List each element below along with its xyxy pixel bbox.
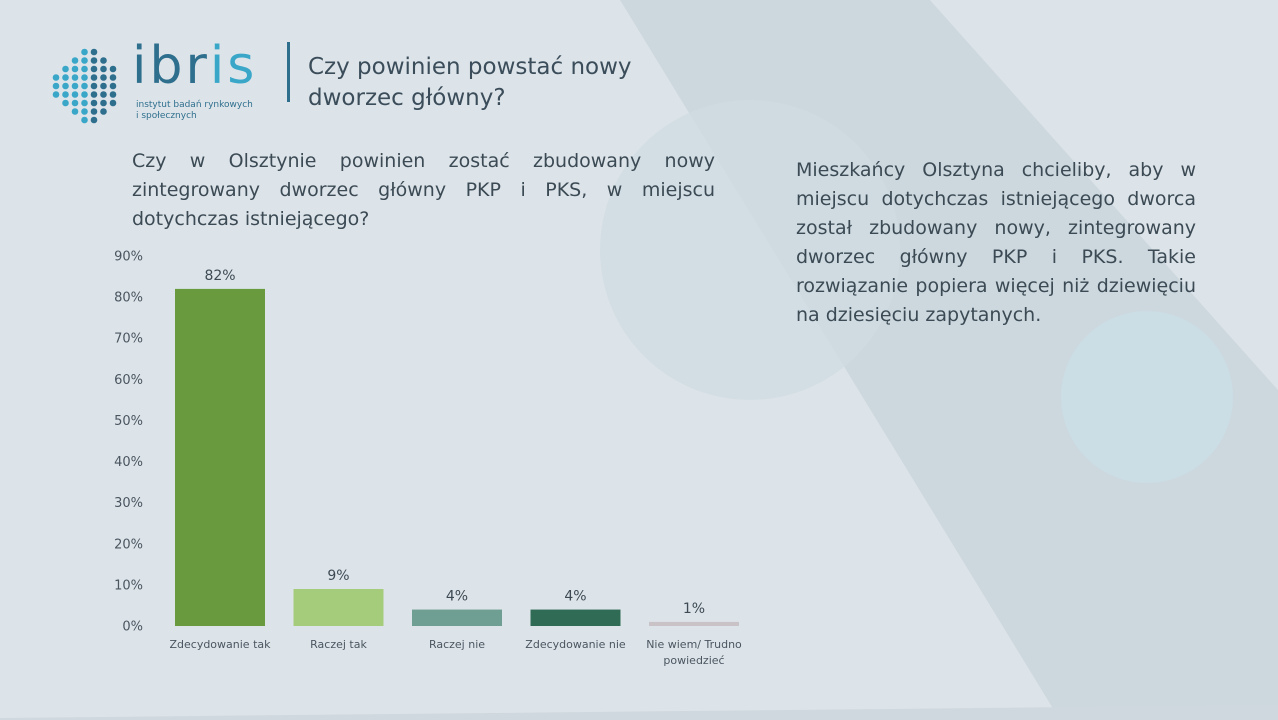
category-label: Nie wiem/ Trudno bbox=[646, 638, 742, 651]
data-label: 4% bbox=[564, 589, 586, 605]
category-label: powiedzieć bbox=[663, 654, 724, 667]
y-tick-label: 30% bbox=[114, 496, 143, 511]
bar bbox=[175, 288, 265, 626]
bar bbox=[649, 621, 739, 626]
ibris-logo: ibris instytut badań rynkowych i społecz… bbox=[50, 36, 260, 132]
logo-wordmark: ibris bbox=[132, 36, 258, 96]
category-label: Raczej nie bbox=[429, 638, 485, 651]
logo-dots-icon bbox=[52, 48, 117, 124]
y-tick-label: 40% bbox=[114, 455, 143, 470]
bar bbox=[412, 609, 502, 626]
y-tick-label: 10% bbox=[114, 578, 143, 593]
page-title: Czy powinien powstać nowy dworzec główny… bbox=[308, 54, 632, 111]
y-tick-label: 70% bbox=[114, 332, 143, 347]
category-label: Zdecydowanie nie bbox=[525, 638, 626, 651]
y-tick-label: 80% bbox=[114, 291, 143, 306]
y-tick-label: 50% bbox=[114, 414, 143, 429]
category-label: Zdecydowanie tak bbox=[169, 638, 271, 651]
y-tick-label: 0% bbox=[122, 620, 143, 635]
data-label: 82% bbox=[204, 268, 235, 284]
survey-question: Czy w Olsztynie powinien zostać zbudowan… bbox=[132, 150, 715, 230]
y-tick-label: 20% bbox=[114, 537, 143, 552]
y-tick-label: 90% bbox=[114, 250, 143, 265]
data-label: 9% bbox=[327, 568, 349, 584]
logo-tagline: instytut badań rynkowych i społecznych bbox=[136, 100, 253, 121]
data-label: 1% bbox=[683, 601, 705, 617]
category-label: Raczej tak bbox=[310, 638, 367, 651]
y-tick-label: 60% bbox=[114, 373, 143, 388]
bar bbox=[293, 589, 384, 626]
data-label: 4% bbox=[446, 589, 468, 605]
commentary-text: Mieszkańcy Olsztyna chcieliby, aby w mie… bbox=[796, 159, 1196, 326]
header-divider bbox=[287, 42, 290, 102]
bar bbox=[530, 609, 621, 626]
